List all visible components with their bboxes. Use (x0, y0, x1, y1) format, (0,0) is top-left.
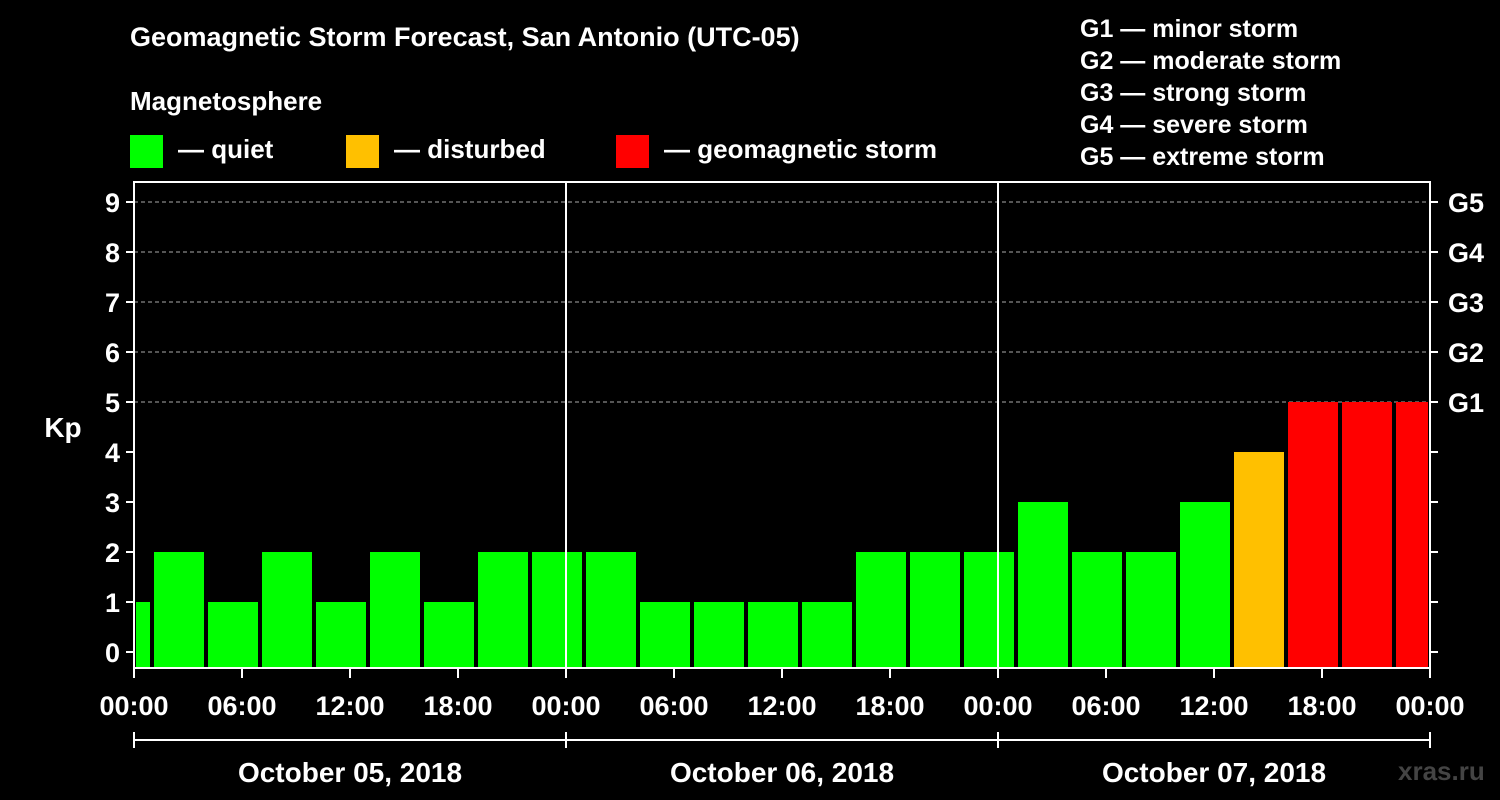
legend-swatch-storm (616, 135, 649, 168)
kp-bar (136, 602, 150, 668)
g-axis-label: G5 (1448, 188, 1484, 218)
kp-bar (154, 552, 204, 668)
g-level-description: G1 — minor storm (1080, 15, 1299, 43)
x-tick-label: 18:00 (855, 691, 924, 721)
kp-bar (1180, 502, 1230, 668)
legend-swatch-disturbed (346, 135, 379, 168)
x-tick-label: 12:00 (747, 691, 816, 721)
g-level-description: G3 — strong storm (1080, 79, 1307, 107)
legend-label-disturbed: — disturbed (394, 134, 546, 164)
kp-bar (640, 602, 690, 668)
chart-title: Geomagnetic Storm Forecast, San Antonio … (130, 22, 800, 52)
g-axis-label: G2 (1448, 338, 1484, 368)
g-level-description: G4 — severe storm (1080, 111, 1308, 139)
y-tick-label: 8 (105, 238, 120, 268)
kp-bar (424, 602, 474, 668)
kp-bar (208, 602, 258, 668)
magnetosphere-label: Magnetosphere (130, 86, 323, 116)
y-tick-label: 5 (105, 388, 120, 418)
x-tick-label: 00:00 (963, 691, 1032, 721)
x-tick-label: 06:00 (207, 691, 276, 721)
x-tick-label: 00:00 (99, 691, 168, 721)
day-label: October 05, 2018 (238, 757, 462, 788)
y-tick-label: 7 (105, 288, 120, 318)
g-level-description: G5 — extreme storm (1080, 143, 1325, 171)
kp-bar (1072, 552, 1122, 668)
kp-bar (316, 602, 366, 668)
x-tick-label: 06:00 (639, 691, 708, 721)
kp-bar (1288, 402, 1338, 668)
x-tick-label: 00:00 (531, 691, 600, 721)
y-tick-label: 2 (105, 538, 120, 568)
kp-bar (1234, 452, 1284, 668)
y-tick-label: 4 (105, 438, 120, 468)
kp-bar (1342, 402, 1392, 668)
legend-swatch-quiet (130, 135, 163, 168)
kp-bar (910, 552, 960, 668)
y-tick-label: 6 (105, 338, 120, 368)
kp-bar (748, 602, 798, 668)
g-axis-label: G3 (1448, 288, 1484, 318)
kp-bar (370, 552, 420, 668)
x-tick-label: 18:00 (423, 691, 492, 721)
y-tick-label: 9 (105, 188, 120, 218)
y-tick-label: 1 (105, 588, 120, 618)
kp-bar (856, 552, 906, 668)
kp-bar (1126, 552, 1176, 668)
kp-bar (802, 602, 852, 668)
x-tick-label: 06:00 (1071, 691, 1140, 721)
watermark: xras.ru (1398, 756, 1485, 786)
day-label: October 07, 2018 (1102, 757, 1326, 788)
g-level-description: G2 — moderate storm (1080, 47, 1342, 75)
g-axis-label: G1 (1448, 388, 1484, 418)
kp-bar (1018, 502, 1068, 668)
kp-bar (964, 552, 1014, 668)
y-tick-label: 0 (105, 638, 120, 668)
y-tick-label: 3 (105, 488, 120, 518)
day-label: October 06, 2018 (670, 757, 894, 788)
kp-bar (694, 602, 744, 668)
x-tick-label: 00:00 (1395, 691, 1464, 721)
legend-label-quiet: — quiet (178, 134, 274, 164)
g-axis-label: G4 (1448, 238, 1484, 268)
x-tick-label: 12:00 (315, 691, 384, 721)
kp-bar (262, 552, 312, 668)
kp-bar (478, 552, 528, 668)
kp-bar (1396, 402, 1428, 668)
y-axis-label: Kp (44, 412, 81, 443)
kp-bar (586, 552, 636, 668)
kp-bar (532, 552, 582, 668)
x-tick-label: 18:00 (1287, 691, 1356, 721)
x-tick-label: 12:00 (1179, 691, 1248, 721)
legend-label-storm: — geomagnetic storm (664, 134, 938, 164)
